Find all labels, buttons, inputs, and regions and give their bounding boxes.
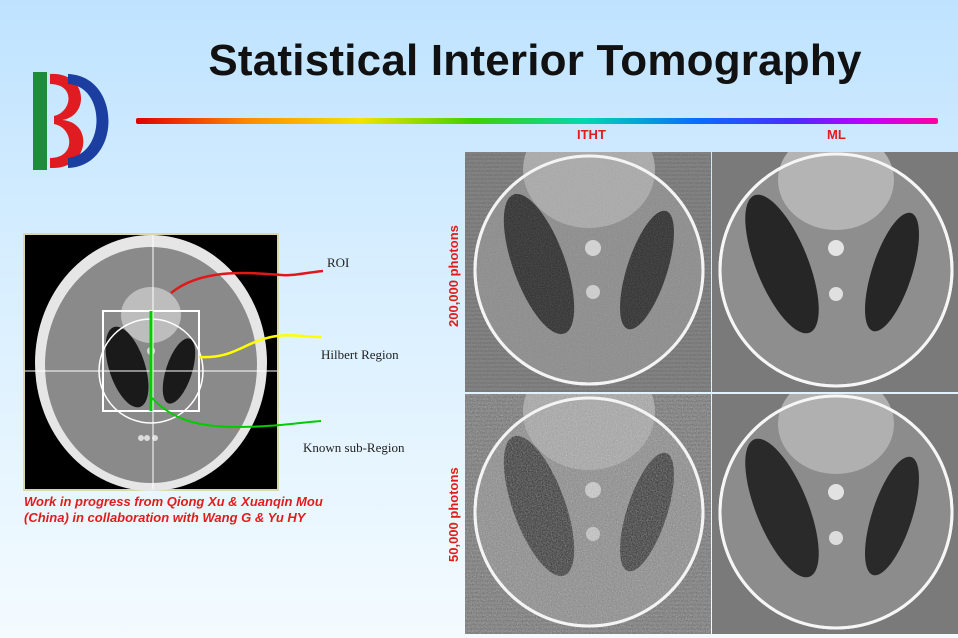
itht-200k-reconstruction-image [465,152,711,392]
hilbert-pointer-line [198,333,322,359]
roi-pointer-line [170,269,324,294]
column-label-itht: ITHT [577,127,606,142]
known-pointer-line [150,396,322,429]
ml-200k-reconstruction-image [712,152,958,392]
phantom-left-ellipse [105,326,149,408]
caption-line-1: Work in progress from Qiong Xu & Xuanqin… [24,494,323,509]
row-label-200k-photons: 200,000 photons [446,225,461,327]
column-label-ml: ML [827,127,846,142]
hilbert-region-label: Hilbert Region [321,347,399,362]
bd-logo-icon [33,72,109,170]
rainbow-divider [136,118,938,124]
ml-50k-reconstruction-image [712,394,958,634]
itht-50k-reconstruction-image [465,394,711,634]
slide-title: Statistical Interior Tomography [208,36,862,85]
row-label-50k-photons: 50,000 photons [446,467,461,562]
roi-label: ROI [327,255,349,270]
caption-line-2: (China) in collaboration with Wang G & Y… [24,510,306,525]
interior-tomography-diagram: ROI Hilbert Region Known sub-Region [23,233,405,491]
slide-caption: Work in progress from Qiong Xu & Xuanqin… [24,494,434,526]
known-subregion-label: Known sub-Region [303,440,405,455]
